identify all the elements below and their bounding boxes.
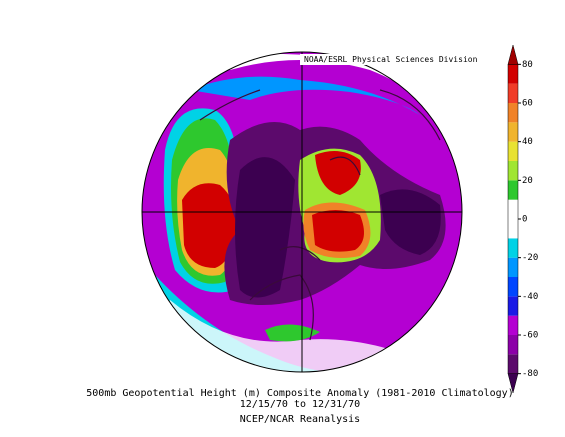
colorbar-arrow bbox=[507, 44, 519, 65]
colorbar-band bbox=[508, 141, 518, 161]
colorbar-band bbox=[508, 219, 518, 239]
anomaly-area bbox=[315, 151, 361, 195]
colorbar-band bbox=[508, 335, 518, 355]
caption-title: 500mb Geopotential Height (m) Composite … bbox=[86, 388, 513, 399]
colorbar-band bbox=[508, 277, 518, 297]
colorbar-band bbox=[508, 103, 518, 123]
anomaly-area bbox=[312, 210, 364, 252]
colorbar-band bbox=[508, 199, 518, 219]
colorbar-band bbox=[508, 122, 518, 142]
anomaly-area bbox=[265, 324, 320, 342]
colorbar-tick-label: 80 bbox=[522, 60, 533, 70]
colorbar-band bbox=[508, 296, 518, 316]
colorbar-band bbox=[508, 257, 518, 277]
anomaly-area bbox=[380, 189, 441, 255]
colorbar: -80 -60 -40 -20 0 20 40 60 80 bbox=[507, 44, 538, 394]
map-border bbox=[141, 51, 463, 373]
colorbar-band bbox=[508, 83, 518, 103]
colorbar-band bbox=[508, 180, 518, 200]
colorbar-band bbox=[508, 64, 518, 84]
colorbar-tick-label: 40 bbox=[522, 137, 533, 147]
colorbar-tick-label: -20 bbox=[522, 253, 538, 263]
coastline bbox=[199, 89, 441, 341]
colorbar-band bbox=[508, 315, 518, 335]
credit: NOAA/ESRL Physical Sciences Division bbox=[304, 55, 478, 64]
colorbar-band bbox=[508, 161, 518, 181]
colorbar-tick-label: 60 bbox=[522, 99, 533, 109]
colorbar-tick-label: 20 bbox=[522, 176, 533, 186]
caption-dates: 12/15/70 to 12/31/70 bbox=[240, 399, 360, 410]
anomaly-area bbox=[190, 76, 420, 115]
anomaly-area bbox=[182, 183, 237, 268]
colorbar-tick-label: -60 bbox=[522, 331, 538, 341]
caption-source: NCEP/NCAR Reanalysis bbox=[240, 414, 360, 425]
anomaly-area bbox=[235, 157, 295, 298]
colorbar-tick-label: -80 bbox=[522, 369, 538, 379]
colorbar-tick-label: 0 bbox=[522, 215, 527, 225]
credit-box bbox=[300, 54, 460, 65]
map bbox=[142, 52, 462, 372]
colorbar-band bbox=[508, 238, 518, 258]
colorbar-band bbox=[508, 354, 518, 374]
colorbar-tick-label: -40 bbox=[522, 292, 538, 302]
